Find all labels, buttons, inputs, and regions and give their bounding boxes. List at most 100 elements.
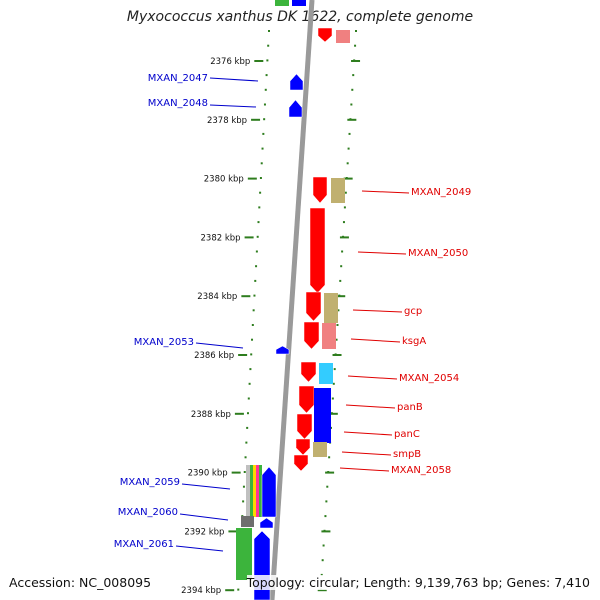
gene-label-forward[interactable]: gcp <box>404 306 422 317</box>
tick-label: 2376 kbp <box>210 57 250 67</box>
tick-dot <box>263 103 266 106</box>
feature-stripe <box>253 465 256 517</box>
gene-label-forward[interactable]: ksgA <box>402 336 426 347</box>
tick-dot <box>252 309 255 312</box>
tick-dot <box>259 177 262 179</box>
major-tick-right <box>339 236 349 239</box>
tick-dot <box>340 265 343 268</box>
major-tick-right <box>347 118 357 121</box>
tick-dot <box>326 485 329 488</box>
tick-dot <box>351 88 354 91</box>
feature-stripe <box>250 465 253 517</box>
gene-label-forward[interactable]: MXAN_2050 <box>408 248 468 259</box>
forward-gene-arrow <box>293 454 309 472</box>
gene-label-reverse[interactable]: MXAN_2053 <box>134 337 194 348</box>
tick-label: 2392 kbp <box>184 527 224 537</box>
tick-dot <box>268 30 270 32</box>
forward-gene-arrow <box>303 321 320 350</box>
tick-dot <box>264 88 267 91</box>
tick-dot <box>322 544 325 547</box>
major-tick-right <box>325 471 335 474</box>
gene-label-reverse[interactable]: MXAN_2060 <box>118 507 178 518</box>
major-tick-right <box>336 295 346 298</box>
rna-feature-block <box>275 0 289 6</box>
tick-label: 2390 kbp <box>188 469 228 479</box>
reverse-gene-arrow <box>289 73 304 91</box>
gene-label-forward[interactable]: smpB <box>393 449 421 460</box>
forward-gene-arrow <box>309 207 326 294</box>
gene-label-forward[interactable]: MXAN_2054 <box>399 373 459 384</box>
tick-label: 2386 kbp <box>194 351 234 361</box>
tick-dot <box>328 456 331 459</box>
accession-label: Accession: NC_008095 <box>9 575 152 590</box>
label-leader-line <box>350 338 401 343</box>
tick-dot <box>248 382 251 385</box>
tick-dot <box>257 221 260 224</box>
tick-dot <box>335 338 338 341</box>
tick-dot <box>341 250 344 253</box>
tick-dot <box>331 397 334 400</box>
tick-dot <box>332 382 335 385</box>
topology-summary: Topology: circular; Length: 9,139,763 bp… <box>246 575 590 590</box>
gene-label-forward[interactable]: panB <box>397 402 423 413</box>
feature-stripe <box>259 465 262 517</box>
gene-label-forward[interactable]: panC <box>394 429 420 440</box>
tick-dot <box>254 279 257 282</box>
feature-block <box>241 516 254 527</box>
tick-dot <box>253 294 256 297</box>
tick-dot <box>243 471 246 473</box>
gene-labels: MXAN_2047 MXAN_2048 MXAN_2053 MXAN_2059 MXAN… <box>114 73 471 552</box>
tick-dot <box>342 221 345 224</box>
tick-label: 2378 kbp <box>207 116 247 126</box>
tick-dot <box>336 324 339 326</box>
forward-gene-arrow <box>317 27 333 43</box>
label-leader-line <box>209 77 259 82</box>
forward-gene-arrow <box>295 438 311 456</box>
forward-gene-arrow <box>305 291 322 322</box>
tick-dot <box>354 44 357 47</box>
forward-gene-arrow <box>300 361 317 383</box>
feature-stripe <box>256 465 259 517</box>
forward-gene-arrow <box>312 176 328 204</box>
major-tick-left <box>225 589 235 592</box>
major-tick-left <box>247 177 257 180</box>
cds-feature-block <box>314 388 331 443</box>
reverse-gene-arrow <box>292 0 306 6</box>
major-tick-left <box>234 412 244 415</box>
gene-label-forward[interactable]: MXAN_2049 <box>411 187 471 198</box>
tick-dot <box>247 397 250 400</box>
label-leader-line <box>179 513 229 521</box>
gene-label-reverse[interactable]: MXAN_2047 <box>148 73 208 84</box>
label-leader-line <box>352 309 403 313</box>
tick-label: 2388 kbp <box>191 410 231 420</box>
tick-dot <box>245 441 248 444</box>
tick-dot <box>355 30 357 32</box>
tick-dot <box>267 44 270 47</box>
tick-dot <box>350 103 353 106</box>
gene-label-reverse[interactable]: MXAN_2061 <box>114 539 174 550</box>
tick-dot <box>320 573 323 576</box>
map-title: Myxococcus xanthus DK 1622, complete gen… <box>126 9 474 25</box>
tick-dot <box>265 74 268 77</box>
tick-dot <box>263 118 266 121</box>
label-leader-line <box>343 431 393 436</box>
tick-dot <box>333 368 336 371</box>
tick-label: 2382 kbp <box>201 233 241 243</box>
tick-dot <box>347 147 350 150</box>
tick-dot <box>242 485 245 488</box>
label-leader-line <box>345 404 396 409</box>
gene-label-reverse[interactable]: MXAN_2059 <box>120 477 180 488</box>
major-tick-left <box>254 60 264 62</box>
tick-dot <box>244 456 247 459</box>
reverse-gene-arrow <box>261 466 277 518</box>
misc-feature-block <box>319 363 333 384</box>
gene-label-forward[interactable]: MXAN_2058 <box>391 465 451 476</box>
major-tick-left <box>228 530 238 533</box>
tick-dot <box>249 368 252 371</box>
major-tick-right <box>332 354 342 356</box>
gene-label-reverse[interactable]: MXAN_2048 <box>148 98 208 109</box>
tick-dot <box>246 426 249 429</box>
label-leader-line <box>357 251 407 255</box>
